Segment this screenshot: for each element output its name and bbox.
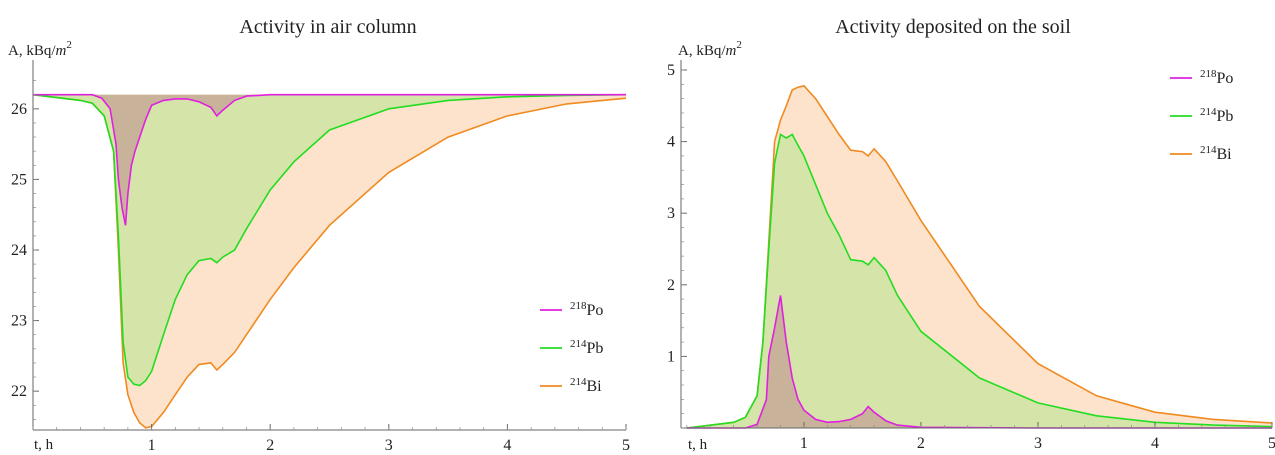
series-fill-214Pb xyxy=(686,134,1272,428)
legend-element: Pb xyxy=(587,340,604,357)
x-tick-label: 4 xyxy=(503,437,511,454)
y-tick-label: 23 xyxy=(11,313,27,330)
legend-label-214Pb: 214Pb xyxy=(1200,106,1233,125)
y-tick-label: 1 xyxy=(667,348,675,365)
y-tick-label: 24 xyxy=(11,242,27,259)
y-axis-label: A, kBq/m2 xyxy=(8,39,72,59)
x-tick-label: 3 xyxy=(385,437,393,454)
chart-title: Activity in air column xyxy=(239,16,416,38)
y-tick-label: 2 xyxy=(667,277,675,294)
x-tick-label: 1 xyxy=(148,437,156,454)
legend-label-218Po: 218Po xyxy=(570,300,603,319)
x-axis-label: t, h xyxy=(688,437,708,453)
legend-mass-number: 214 xyxy=(570,376,587,388)
x-tick-label: 5 xyxy=(1268,435,1275,452)
legend-mass-number: 218 xyxy=(570,300,587,312)
soil-deposition-chart: Activity deposited on the soil A, kBq/m2… xyxy=(640,0,1275,455)
y-tick-label: 26 xyxy=(11,101,27,118)
x-tick-label: 2 xyxy=(917,435,925,452)
series-line-214Pb xyxy=(686,133,1273,429)
y-tick-label: 3 xyxy=(667,205,675,222)
air-column-chart-svg: Activity in air column A, kBq/m2 t, h 1 2… xyxy=(8,16,630,454)
legend-label-214Bi: 214Bi xyxy=(570,376,602,395)
y-tick-label: 25 xyxy=(11,171,27,188)
series-line-218Po xyxy=(33,93,626,226)
legend-mass-number: 214 xyxy=(1200,106,1217,118)
legend-element: Po xyxy=(587,302,604,319)
y-tick-label: 5 xyxy=(667,62,675,79)
legend-label-214Bi: 214Bi xyxy=(1200,144,1232,163)
chart-title: Activity deposited on the soil xyxy=(835,16,1071,38)
series-line-218Po xyxy=(686,295,1272,429)
y-tick-label: 22 xyxy=(11,383,27,400)
y-axis-label: A, kBq/m2 xyxy=(678,39,742,59)
legend-element: Bi xyxy=(1217,146,1233,163)
x-tick-label: 3 xyxy=(1034,435,1042,452)
legend-label-218Po: 218Po xyxy=(1200,68,1233,87)
series-line-214Pb xyxy=(32,93,627,387)
series-fill-214Pb xyxy=(33,94,626,386)
legend-label-214Pb: 214Pb xyxy=(570,338,603,357)
y-tick-label: 4 xyxy=(667,134,675,151)
x-tick-label: 5 xyxy=(622,437,630,454)
x-tick-label: 2 xyxy=(266,437,274,454)
soil-deposition-chart-svg: Activity deposited on the soil A, kBq/m2… xyxy=(667,16,1275,453)
legend-element: Pb xyxy=(1217,108,1234,125)
legend-element: Bi xyxy=(587,378,603,395)
legend-element: Po xyxy=(1217,70,1234,87)
x-tick-label: 1 xyxy=(800,435,808,452)
legend-mass-number: 218 xyxy=(1200,68,1217,80)
legend-mass-number: 214 xyxy=(570,338,587,350)
air-column-chart: Activity in air column A, kBq/m2 t, h 1 2… xyxy=(8,16,630,454)
legend-mass-number: 214 xyxy=(1200,144,1217,156)
x-axis-label: t, h xyxy=(34,437,54,453)
x-tick-label: 4 xyxy=(1151,435,1159,452)
